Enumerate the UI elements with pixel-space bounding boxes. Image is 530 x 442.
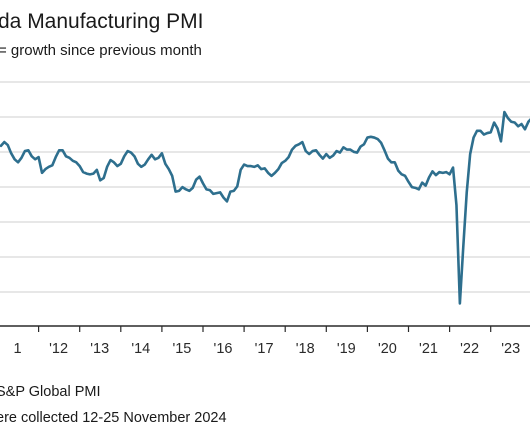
x-ticks: 1'12'13'14'15'16'17'18'19'20'21'22'23'2 — [13, 326, 520, 357]
collection-note: ere collected 12-25 November 2024 — [0, 410, 227, 426]
x-tick-label: '12 — [49, 341, 68, 357]
x-tick-label: '14 — [131, 341, 150, 357]
gridlines — [0, 81, 530, 293]
x-tick-label: '18 — [296, 341, 315, 357]
x-tick-label: '20 — [378, 341, 397, 357]
source-note: S&P Global PMI — [0, 384, 101, 400]
x-tick-label: '13 — [90, 341, 109, 357]
x-tick-label: '17 — [255, 341, 274, 357]
x-tick-label: '16 — [214, 341, 233, 357]
x-tick-label: '15 — [172, 341, 191, 357]
x-tick-label: '22 — [460, 341, 479, 357]
x-tick-label: '23 — [501, 341, 520, 357]
x-tick-label: '21 — [419, 341, 438, 357]
pmi-series-line — [0, 110, 530, 305]
chart-subtitle: = growth since previous month — [0, 42, 202, 59]
x-tick-label: '19 — [337, 341, 356, 357]
x-tick-label: 1 — [13, 341, 21, 357]
chart-title: da Manufacturing PMI — [0, 10, 204, 33]
